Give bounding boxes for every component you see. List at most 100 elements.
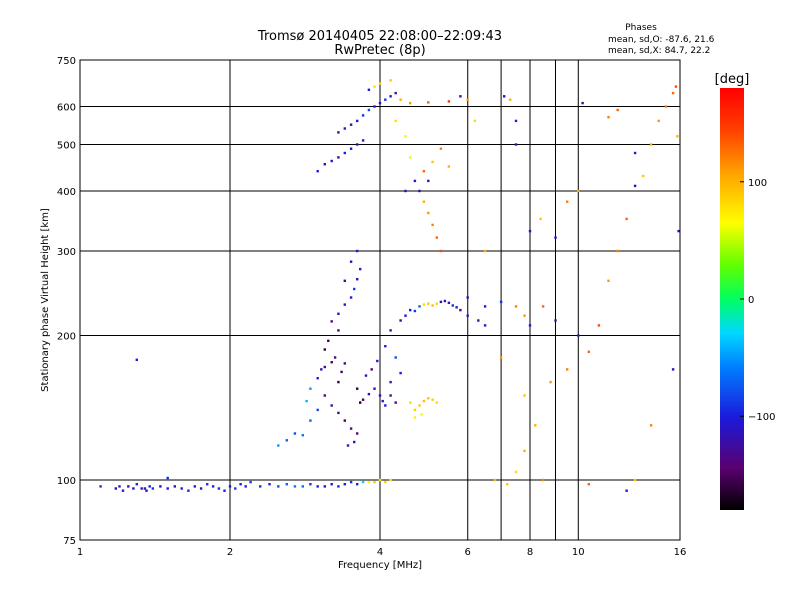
data-point bbox=[389, 478, 392, 482]
data-point bbox=[367, 88, 371, 91]
data-point bbox=[140, 487, 143, 490]
data-point bbox=[418, 404, 421, 407]
data-point bbox=[349, 427, 353, 430]
data-point bbox=[151, 487, 154, 490]
data-point bbox=[649, 143, 653, 146]
data-point bbox=[399, 319, 402, 322]
data-point bbox=[413, 309, 417, 313]
data-point bbox=[677, 229, 680, 233]
y-axis-label: Stationary phase Virtual Height [km] bbox=[40, 208, 51, 392]
data-point bbox=[376, 359, 379, 363]
data-point bbox=[399, 98, 402, 101]
data-point bbox=[459, 95, 462, 98]
data-points bbox=[99, 79, 680, 492]
data-point bbox=[293, 432, 297, 435]
data-point bbox=[633, 184, 637, 188]
grid-lines bbox=[80, 60, 680, 540]
data-point bbox=[373, 480, 376, 484]
data-point bbox=[514, 143, 518, 146]
data-point bbox=[477, 319, 480, 322]
x-axis-label: Frequency [MHz] bbox=[338, 560, 422, 571]
data-point bbox=[211, 485, 215, 488]
data-point bbox=[305, 399, 308, 403]
data-point bbox=[483, 305, 487, 308]
data-point bbox=[394, 119, 397, 123]
data-point bbox=[340, 370, 343, 374]
data-point bbox=[346, 444, 350, 447]
data-point bbox=[404, 314, 407, 317]
data-point bbox=[554, 236, 557, 239]
data-point bbox=[514, 305, 518, 308]
data-point bbox=[384, 98, 387, 101]
x-tick-label: 8 bbox=[527, 547, 533, 558]
data-point bbox=[427, 211, 430, 215]
data-point bbox=[353, 440, 356, 444]
data-point bbox=[367, 392, 371, 396]
data-point bbox=[422, 399, 426, 403]
data-point bbox=[523, 314, 526, 317]
data-point bbox=[381, 399, 384, 403]
data-point bbox=[649, 424, 653, 427]
data-point bbox=[439, 249, 443, 253]
data-point bbox=[439, 147, 443, 150]
data-point bbox=[378, 478, 382, 482]
data-point bbox=[337, 156, 340, 159]
data-point bbox=[114, 487, 117, 490]
data-point bbox=[277, 485, 280, 488]
data-point bbox=[431, 223, 434, 227]
data-point bbox=[493, 478, 496, 482]
data-point bbox=[159, 485, 162, 488]
data-point bbox=[483, 324, 487, 327]
data-point bbox=[566, 200, 569, 203]
data-point bbox=[323, 163, 326, 166]
colorbar-tick-label: −100 bbox=[748, 412, 775, 423]
data-point bbox=[330, 320, 333, 323]
data-point bbox=[389, 79, 392, 82]
data-point bbox=[394, 401, 397, 404]
data-point bbox=[399, 371, 402, 375]
data-point bbox=[378, 101, 382, 105]
data-point bbox=[316, 485, 319, 488]
data-point bbox=[343, 127, 346, 130]
data-point bbox=[361, 114, 365, 117]
x-tick-label: 16 bbox=[674, 547, 687, 558]
data-point bbox=[581, 101, 584, 105]
data-point bbox=[301, 434, 304, 437]
data-point bbox=[316, 170, 319, 173]
data-point bbox=[99, 485, 102, 488]
data-point bbox=[337, 411, 340, 415]
data-point bbox=[330, 159, 333, 163]
data-point bbox=[364, 374, 368, 377]
x-axis-ticks: 1 2 4 6 8 10 16 bbox=[77, 547, 687, 558]
data-point bbox=[394, 356, 397, 359]
data-point bbox=[587, 483, 590, 486]
data-point bbox=[187, 489, 190, 492]
data-point bbox=[389, 394, 392, 397]
data-point bbox=[503, 95, 506, 98]
data-point bbox=[343, 303, 346, 306]
data-point bbox=[499, 356, 503, 359]
data-point bbox=[528, 229, 532, 233]
data-point bbox=[427, 302, 430, 305]
data-point bbox=[378, 394, 382, 397]
x-tick-label: 10 bbox=[572, 547, 585, 558]
y-tick-label: 750 bbox=[57, 56, 76, 67]
phase-info-heading: Phases bbox=[625, 23, 657, 33]
data-point bbox=[234, 487, 237, 490]
data-point bbox=[413, 179, 417, 183]
data-point bbox=[316, 377, 319, 380]
data-point bbox=[337, 131, 340, 134]
data-point bbox=[466, 98, 469, 101]
data-point bbox=[418, 305, 421, 308]
data-point bbox=[549, 380, 552, 384]
data-point bbox=[356, 249, 359, 253]
data-point bbox=[361, 139, 365, 142]
data-point bbox=[427, 101, 430, 104]
data-point bbox=[370, 368, 373, 371]
data-point bbox=[506, 483, 509, 486]
data-point bbox=[356, 278, 359, 281]
data-point bbox=[394, 91, 397, 95]
data-point bbox=[587, 350, 590, 353]
data-point bbox=[528, 324, 532, 327]
data-point bbox=[389, 329, 392, 332]
